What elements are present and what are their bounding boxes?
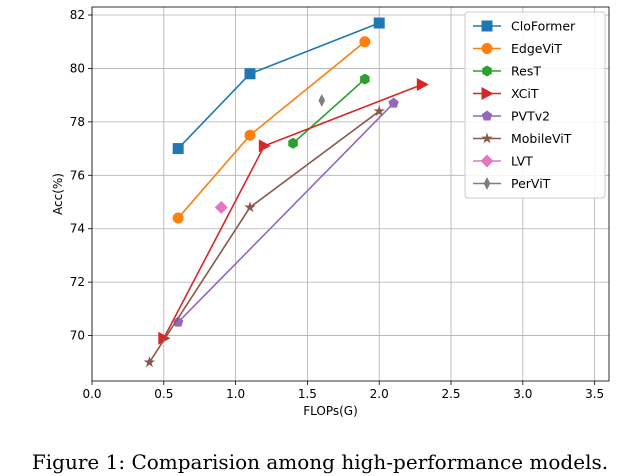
data-point: [244, 201, 256, 213]
series-cloformer: [172, 17, 385, 155]
legend-marker: [480, 154, 494, 168]
figure-caption: Figure 1: Comparision among high-perform…: [31, 450, 609, 474]
data-point: [373, 105, 385, 117]
data-point: [244, 129, 256, 141]
data-point: [318, 94, 326, 107]
x-tick-label: 3.0: [513, 387, 532, 401]
legend-marker: [481, 87, 494, 100]
legend-label: MobileViT: [511, 131, 572, 146]
legend-marker: [482, 65, 492, 77]
data-point: [172, 316, 184, 327]
y-tick-label: 72: [70, 275, 85, 289]
data-point: [416, 77, 429, 91]
x-tick-label: 1.5: [298, 387, 317, 401]
data-point: [172, 212, 184, 224]
legend-label: EdgeViT: [511, 41, 562, 56]
series-pvtv2: [172, 97, 399, 327]
series-lvt: [214, 200, 228, 214]
plot-frame: [91, 6, 610, 382]
x-tick-label: 1.0: [226, 387, 245, 401]
legend-label: ResT: [511, 64, 541, 79]
series-xcit: [158, 77, 429, 345]
legend-label: XCiT: [511, 86, 539, 101]
legend-label: LVT: [511, 154, 533, 169]
data-point: [388, 97, 399, 108]
legend-marker: [483, 177, 491, 190]
data-point: [360, 73, 370, 85]
legend-marker: [481, 110, 493, 121]
data-point: [258, 139, 271, 153]
data-point: [214, 200, 228, 214]
x-tick-label: 0.0: [82, 387, 101, 401]
legend-label: CloFormer: [511, 19, 576, 34]
data-point: [244, 68, 256, 80]
series-rest: [288, 73, 370, 149]
data-point: [373, 17, 385, 29]
x-tick-label: 3.5: [585, 387, 604, 401]
series-edgevit: [172, 36, 371, 224]
series-line: [177, 102, 395, 323]
x-axis-label: FLOPs(G): [303, 404, 358, 418]
legend-marker: [481, 43, 493, 54]
y-tick-label: 82: [70, 8, 85, 22]
y-tick-label: 74: [70, 222, 85, 236]
x-tick-label: 2.0: [370, 387, 389, 401]
data-point: [288, 137, 298, 149]
y-tick-label: 70: [70, 329, 85, 343]
x-tick-label: 2.5: [441, 387, 460, 401]
data-point: [172, 143, 184, 155]
data-point: [359, 36, 371, 48]
y-axis-label: Acc(%): [51, 173, 65, 215]
y-tick-label: 80: [70, 61, 85, 75]
legend-marker: [481, 132, 493, 144]
data-point: [143, 356, 156, 368]
legend-label: PerViT: [511, 176, 551, 191]
y-tick-label: 78: [70, 115, 85, 129]
series-line: [177, 22, 380, 150]
x-tick-label: 0.5: [154, 387, 173, 401]
legend-marker: [481, 20, 493, 32]
legend-label: PVTv2: [511, 109, 550, 124]
y-tick-label: 76: [70, 168, 85, 182]
legend-box: [464, 11, 606, 199]
series-line: [292, 78, 366, 144]
series-pervit: [318, 94, 326, 107]
series-mobilevit: [143, 105, 385, 368]
chart: 0.0 0.5 1.0 1.5 2.0 2.5 3.0 3.5 70 72 74 76 78 80 82 FL…: [51, 6, 610, 418]
